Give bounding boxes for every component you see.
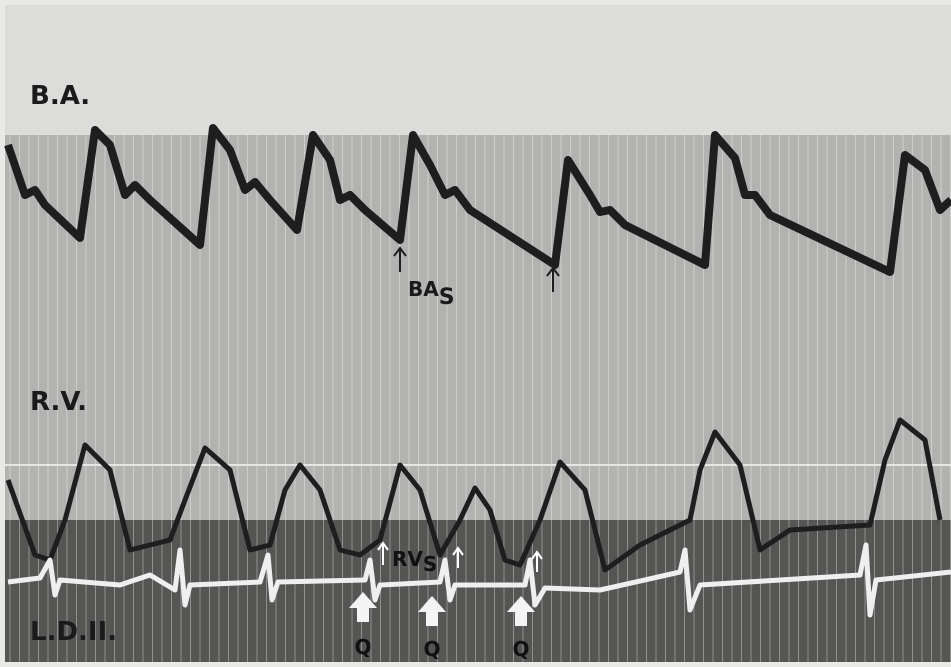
ba-label: B.A. — [30, 81, 90, 111]
rv-label: R.V. — [30, 387, 87, 417]
ba-trace — [4, 124, 951, 276]
bas-sub: S — [439, 285, 455, 310]
ecg-trace — [7, 542, 951, 618]
q-arrows — [349, 592, 535, 626]
bas-main: BA — [408, 277, 439, 301]
rvs-arrows — [377, 541, 543, 572]
q-label: Q — [512, 637, 529, 661]
rvs-label: RVS — [392, 547, 437, 576]
rvs-sub: S — [423, 552, 437, 576]
upper-band — [5, 5, 951, 135]
q-label: Q — [423, 637, 440, 661]
rvs-main: RV — [392, 547, 423, 571]
bas-arrows — [393, 246, 560, 292]
rv-trace — [5, 417, 943, 573]
ecg-label: L.D.II. — [30, 617, 117, 647]
q-label: Q — [354, 635, 371, 659]
bas-label: BAS — [408, 277, 455, 310]
